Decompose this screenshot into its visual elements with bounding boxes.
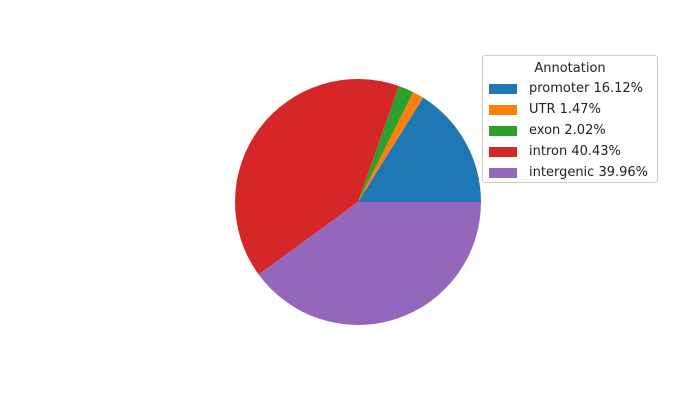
legend-item: intron 40.43% <box>483 141 657 162</box>
legend-label: intron 40.43% <box>529 144 621 159</box>
legend-swatch <box>489 146 517 157</box>
legend-label: promoter 16.12% <box>529 81 644 96</box>
legend-swatch <box>489 104 517 115</box>
legend-item: promoter 16.12% <box>483 78 657 99</box>
legend-swatch <box>489 167 517 178</box>
pie-slice-intron <box>234 78 399 275</box>
legend-swatch <box>489 83 517 94</box>
pie-slice-promoter <box>358 97 481 202</box>
legend-title: Annotation <box>534 61 606 76</box>
pie-slice-exon <box>358 85 414 202</box>
legend-item: intergenic 39.96% <box>483 162 657 183</box>
legend-item: UTR 1.47% <box>483 99 657 120</box>
legend-label: UTR 1.47% <box>529 102 601 117</box>
legend-swatch <box>489 125 517 136</box>
legend-item: exon 2.02% <box>483 120 657 141</box>
pie-slice-intergenic <box>258 202 481 326</box>
legend: Annotation promoter 16.12% UTR 1.47% exon … <box>482 55 658 183</box>
legend-label: exon 2.02% <box>529 123 606 138</box>
pie-slice-utr <box>358 92 424 202</box>
legend-label: intergenic 39.96% <box>529 165 649 180</box>
